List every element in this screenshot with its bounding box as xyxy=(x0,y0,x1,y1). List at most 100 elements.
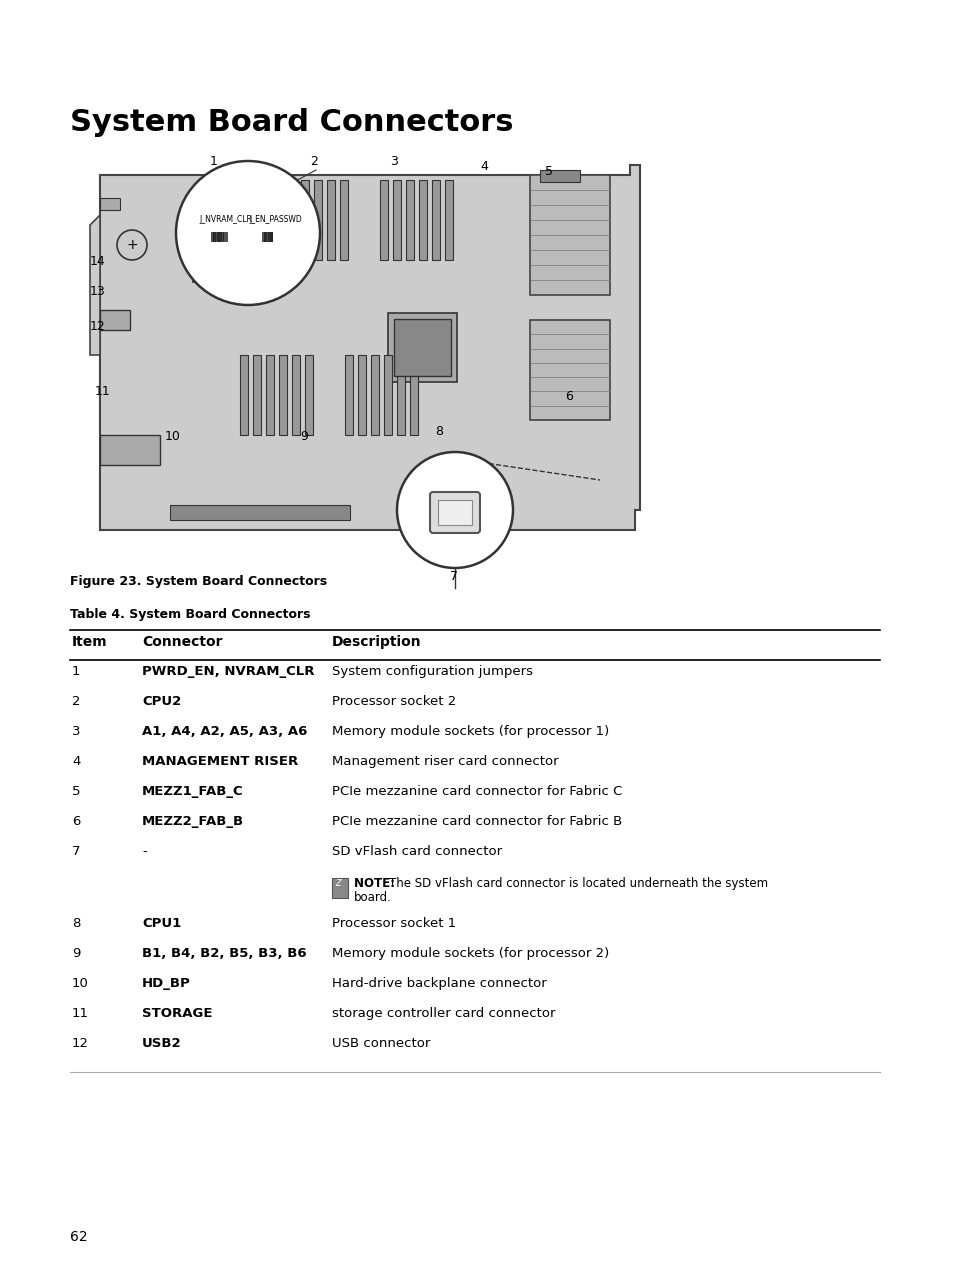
Bar xyxy=(100,435,160,465)
Text: MEZZ1_FAB_C: MEZZ1_FAB_C xyxy=(142,785,243,798)
Text: 1: 1 xyxy=(71,664,80,678)
Text: 3: 3 xyxy=(71,725,80,738)
Bar xyxy=(253,355,261,435)
Text: PCIe mezzanine card connector for Fabric C: PCIe mezzanine card connector for Fabric… xyxy=(332,785,621,798)
Bar xyxy=(539,170,579,183)
Bar xyxy=(410,355,417,435)
FancyBboxPatch shape xyxy=(394,320,451,377)
Bar xyxy=(530,320,609,420)
Bar xyxy=(345,355,353,435)
Bar xyxy=(216,232,221,241)
Text: 11: 11 xyxy=(95,385,111,398)
Text: MANAGEMENT RISER: MANAGEMENT RISER xyxy=(142,754,298,768)
Text: 11: 11 xyxy=(71,1007,89,1019)
Text: 9: 9 xyxy=(71,947,80,960)
Circle shape xyxy=(396,451,513,568)
Bar xyxy=(211,232,214,241)
Text: J_EN_PASSWD: J_EN_PASSWD xyxy=(250,216,302,224)
Text: 4: 4 xyxy=(71,754,80,768)
Text: PCIe mezzanine card connector for Fabric B: PCIe mezzanine card connector for Fabric… xyxy=(332,815,621,828)
Text: System Board Connectors: System Board Connectors xyxy=(70,108,513,137)
Bar xyxy=(432,180,439,260)
Text: Memory module sockets (for processor 2): Memory module sockets (for processor 2) xyxy=(332,947,609,960)
Text: 2: 2 xyxy=(71,695,80,708)
Text: USB2: USB2 xyxy=(142,1037,181,1050)
Text: 62: 62 xyxy=(70,1230,88,1244)
Bar xyxy=(268,232,272,241)
Bar xyxy=(530,175,609,295)
Bar xyxy=(327,180,335,260)
Text: 12: 12 xyxy=(71,1037,89,1050)
Text: HD_BP: HD_BP xyxy=(142,978,191,990)
FancyBboxPatch shape xyxy=(388,313,456,382)
Text: 7: 7 xyxy=(71,844,80,858)
Bar xyxy=(264,232,272,241)
Bar xyxy=(305,355,313,435)
Text: Description: Description xyxy=(332,635,421,649)
Text: 1: 1 xyxy=(210,155,217,167)
Text: Z: Z xyxy=(335,879,340,888)
Bar xyxy=(292,355,299,435)
Text: +: + xyxy=(126,238,137,252)
Text: storage controller card connector: storage controller card connector xyxy=(332,1007,555,1019)
Text: 8: 8 xyxy=(435,425,442,437)
Text: NOTE:: NOTE: xyxy=(354,877,398,890)
Bar xyxy=(100,198,120,210)
Polygon shape xyxy=(100,165,639,530)
Bar xyxy=(406,180,414,260)
Bar xyxy=(170,505,350,520)
Bar xyxy=(437,500,472,525)
Text: CPU1: CPU1 xyxy=(142,917,181,929)
Bar xyxy=(384,355,392,435)
Text: 10: 10 xyxy=(165,430,181,443)
Text: B1, B4, B2, B5, B3, B6: B1, B4, B2, B5, B3, B6 xyxy=(142,947,306,960)
Text: 10: 10 xyxy=(71,978,89,990)
Text: A1, A4, A2, A5, A3, A6: A1, A4, A2, A5, A3, A6 xyxy=(142,725,307,738)
Bar xyxy=(223,232,227,241)
Text: STORAGE: STORAGE xyxy=(142,1007,213,1019)
Circle shape xyxy=(175,161,319,306)
Text: Management riser card connector: Management riser card connector xyxy=(332,754,558,768)
Bar xyxy=(314,180,322,260)
Bar xyxy=(393,180,400,260)
Text: 5: 5 xyxy=(544,165,553,178)
Text: Connector: Connector xyxy=(142,635,222,649)
Bar xyxy=(240,355,248,435)
Text: Figure 23. System Board Connectors: Figure 23. System Board Connectors xyxy=(70,574,327,588)
Text: 12: 12 xyxy=(90,320,106,333)
Text: 4: 4 xyxy=(479,160,487,172)
Text: CPU2: CPU2 xyxy=(142,695,181,708)
Bar xyxy=(379,180,388,260)
Text: Memory module sockets (for processor 1): Memory module sockets (for processor 1) xyxy=(332,725,609,738)
Text: The SD vFlash card connector is located underneath the system: The SD vFlash card connector is located … xyxy=(389,877,767,890)
Bar xyxy=(396,355,405,435)
Bar xyxy=(418,180,427,260)
Text: 5: 5 xyxy=(71,785,80,798)
Text: Hard-drive backplane connector: Hard-drive backplane connector xyxy=(332,978,546,990)
Bar xyxy=(274,180,283,260)
Bar xyxy=(213,232,223,241)
Text: Processor socket 1: Processor socket 1 xyxy=(332,917,456,929)
Polygon shape xyxy=(90,216,100,355)
Text: 14: 14 xyxy=(90,255,106,268)
Text: 13: 13 xyxy=(90,285,106,298)
Bar xyxy=(332,877,348,898)
Bar xyxy=(262,232,266,241)
Text: J_NVRAM_CLR: J_NVRAM_CLR xyxy=(199,216,253,224)
Bar xyxy=(444,180,453,260)
Text: board.: board. xyxy=(354,891,392,904)
Bar xyxy=(357,355,366,435)
Text: 6: 6 xyxy=(564,391,572,403)
Text: 6: 6 xyxy=(71,815,80,828)
FancyBboxPatch shape xyxy=(193,213,262,281)
Text: SD vFlash card connector: SD vFlash card connector xyxy=(332,844,501,858)
Text: MEZZ2_FAB_B: MEZZ2_FAB_B xyxy=(142,815,244,828)
Bar xyxy=(100,309,130,330)
Bar xyxy=(288,180,295,260)
Text: 2: 2 xyxy=(310,155,317,167)
Text: Table 4. System Board Connectors: Table 4. System Board Connectors xyxy=(70,607,310,621)
Bar xyxy=(278,355,287,435)
Bar xyxy=(301,180,309,260)
Text: Item: Item xyxy=(71,635,108,649)
Text: USB connector: USB connector xyxy=(332,1037,430,1050)
